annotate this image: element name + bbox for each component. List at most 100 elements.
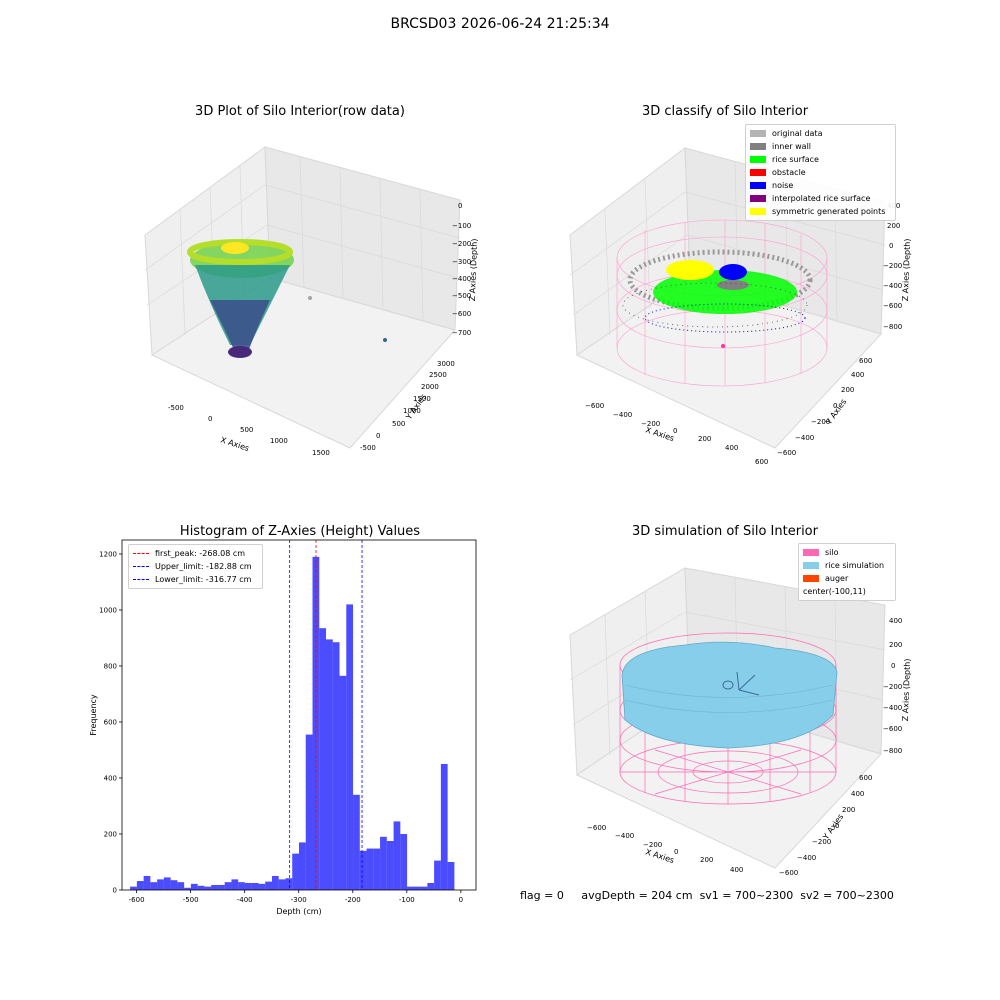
svg-text:−600: −600 [587, 824, 606, 832]
svg-text:600: 600 [755, 458, 768, 466]
simulation-y-label: Y Axies [821, 812, 846, 842]
x-tick-label: -200 [345, 896, 361, 904]
svg-text:−600: −600 [883, 302, 902, 310]
legend-dashed-line [133, 566, 149, 567]
y-tick-label: 1200 [99, 551, 117, 559]
svg-text:-500: -500 [360, 444, 376, 452]
svg-text:−400: −400 [615, 832, 634, 840]
x-tick-label: -300 [291, 896, 307, 904]
histogram-x-label: Depth (cm) [276, 907, 321, 916]
histogram-bar [339, 675, 347, 890]
histogram-bar [217, 884, 225, 890]
histogram-bar [244, 883, 252, 890]
histogram-bar [319, 628, 327, 890]
y-tick-label: 800 [104, 663, 117, 671]
classify-z-ticks: 400 200 0 −200 −400 −600 −800 [883, 202, 902, 331]
svg-text:1000: 1000 [403, 407, 421, 415]
raw-y-ticks: -500 0 500 1000 1500 2000 2500 3000 [360, 360, 455, 452]
raw-x-label: X Axies [219, 435, 250, 453]
classify-legend-item: noise [746, 179, 895, 192]
svg-text:400: 400 [730, 866, 743, 874]
svg-text:−200: −200 [643, 841, 662, 849]
raw-3d-plot: -500 0 500 1000 1500 X Axies -500 0 500 … [144, 146, 479, 457]
svg-text:1000: 1000 [270, 437, 288, 445]
histogram-bar [150, 882, 158, 890]
histogram-bar [440, 764, 448, 890]
y-tick-label: 0 [113, 887, 117, 895]
histogram-bar [353, 794, 360, 890]
histogram-y-ticks: 0 200 400 600 800 1000 1200 [99, 551, 122, 895]
svg-text:−200: −200 [883, 262, 902, 270]
histogram-bar [380, 836, 387, 890]
simulation-panel-title: 3D simulation of Silo Interior [632, 524, 818, 539]
simulation-rice-surface [621, 641, 838, 749]
svg-text:−200: −200 [452, 240, 471, 248]
svg-text:200: 200 [698, 435, 711, 443]
histogram-bar [190, 883, 198, 890]
figure-title: BRCSD03 2026-06-24 21:25:34 [390, 16, 610, 32]
svg-text:−600: −600 [779, 869, 798, 877]
x-tick-label: -600 [129, 896, 145, 904]
legend-swatch [750, 195, 766, 202]
histogram-bar [211, 884, 218, 890]
svg-text:400: 400 [725, 444, 738, 452]
legend-swatch [803, 562, 819, 569]
svg-text:−700: −700 [452, 329, 471, 337]
y-tick-label: 400 [104, 775, 117, 783]
svg-text:200: 200 [887, 222, 900, 230]
svg-text:0: 0 [891, 662, 895, 670]
legend-dashed-line [133, 579, 149, 580]
histogram-bar [136, 881, 144, 890]
svg-text:200: 200 [842, 806, 855, 814]
classify-z-label: Z Axies (Depth) [901, 238, 912, 301]
histogram-bar [143, 876, 151, 890]
svg-text:−600: −600 [452, 310, 471, 318]
svg-text:−200: −200 [811, 418, 830, 426]
svg-text:0: 0 [835, 822, 839, 830]
svg-text:3000: 3000 [437, 360, 455, 368]
classify-point-cloud [622, 249, 813, 348]
raw-x-ticks: -500 0 500 1000 1500 [168, 404, 330, 457]
svg-text:−200: −200 [883, 683, 902, 691]
svg-text:−400: −400 [883, 704, 902, 712]
svg-text:−400: −400 [797, 854, 816, 862]
histogram-bar [292, 853, 299, 890]
simulation-z-label: Z Axies (Depth) [901, 658, 912, 721]
x-tick-label: -500 [183, 896, 199, 904]
histogram-bar [434, 860, 441, 890]
histogram-bar [407, 886, 414, 890]
histogram-bar [271, 876, 279, 890]
svg-text:−300: −300 [452, 258, 471, 266]
histogram-bar [346, 604, 354, 890]
legend-swatch [750, 156, 766, 163]
classify-legend-item: rice surface [746, 153, 895, 166]
svg-text:−200: −200 [641, 420, 660, 428]
simulation-silo-wireframe [619, 632, 837, 805]
histogram-bar [238, 882, 245, 890]
svg-text:−800: −800 [883, 747, 902, 755]
classify-panel-title: 3D classify of Silo Interior [641, 104, 809, 119]
histogram-bar [251, 883, 259, 890]
histogram-chart: -600 -500 -400 -300 -200 -100 0 0 200 400 600 800 1… [89, 539, 477, 916]
legend-swatch [750, 182, 766, 189]
histogram-bar [366, 848, 374, 890]
histogram-frame [121, 539, 477, 891]
simulation-x-label: X Axies [644, 847, 675, 865]
svg-text:200: 200 [700, 856, 713, 864]
svg-text:1500: 1500 [312, 449, 330, 457]
simulation-x-ticks: −600 −400 −200 0 200 400 [587, 824, 743, 874]
classify-legend-item: obstacle [746, 166, 895, 179]
histogram-bar [413, 886, 421, 890]
simulation-y-ticks: −600 −400 −200 0 200 400 600 [779, 774, 872, 877]
svg-text:1500: 1500 [413, 395, 431, 403]
status-line: flag = 0 avgDepth = 204 cm sv1 = 700~230… [520, 889, 894, 902]
histogram-y-label: Frequency [89, 694, 98, 736]
x-tick-label: -100 [399, 896, 415, 904]
svg-text:600: 600 [859, 357, 872, 365]
y-tick-label: 1000 [99, 607, 117, 615]
histogram-bar [265, 881, 272, 890]
svg-text:0: 0 [673, 427, 677, 435]
svg-text:400: 400 [889, 617, 902, 625]
histogram-bar [177, 882, 185, 890]
svg-text:0: 0 [458, 202, 462, 210]
